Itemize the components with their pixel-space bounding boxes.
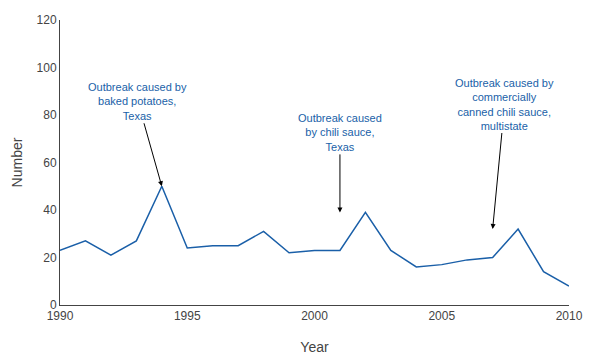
svg-text:40: 40 [43,203,57,217]
svg-text:1995: 1995 [174,309,201,323]
svg-text:2005: 2005 [428,309,455,323]
svg-text:Outbreak causedby chili sauce,: Outbreak causedby chili sauce,Texas [298,112,382,153]
svg-text:Year: Year [300,339,329,355]
svg-text:2010: 2010 [556,309,583,323]
svg-text:80: 80 [43,108,57,122]
svg-text:60: 60 [43,156,57,170]
svg-text:2000: 2000 [301,309,328,323]
svg-text:1990: 1990 [47,309,74,323]
svg-text:20: 20 [43,251,57,265]
svg-text:100: 100 [37,61,57,75]
svg-text:120: 120 [37,13,57,27]
svg-text:Outbreak caused bycommercially: Outbreak caused bycommerciallycanned chi… [455,77,554,132]
svg-text:Outbreak caused bybaked potato: Outbreak caused bybaked potatoes,Texas [88,81,187,122]
svg-text:0: 0 [50,298,57,312]
svg-text:Number: Number [9,137,25,187]
